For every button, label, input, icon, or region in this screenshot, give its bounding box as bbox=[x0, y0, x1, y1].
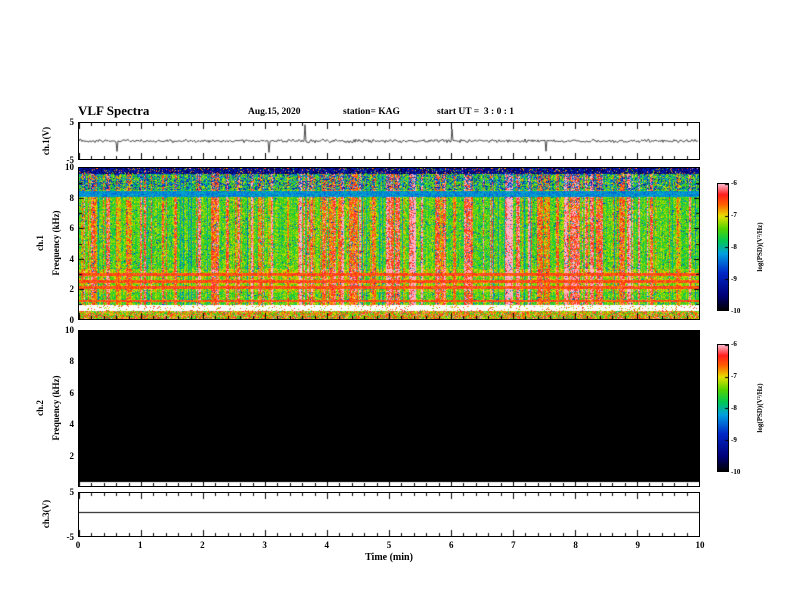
colorbar-1-tick-label: -10 bbox=[731, 307, 741, 315]
x-tick-label: 4 bbox=[324, 540, 330, 550]
colorbar-2-tick-label: -10 bbox=[731, 468, 741, 476]
station-label: station= KAG bbox=[343, 107, 400, 117]
date-label: Aug.15, 2020 bbox=[248, 107, 301, 117]
ch3-waveform-canvas bbox=[79, 493, 699, 536]
x-tick-label: 1 bbox=[137, 540, 143, 550]
ch2-freq-y-tick-label: 10 bbox=[65, 325, 74, 335]
ch2-spectrogram-panel bbox=[78, 330, 700, 487]
ch1-freq-y-tick-label: 8 bbox=[69, 192, 75, 203]
ch2-freq-y-tick-label: 4 bbox=[69, 419, 75, 430]
colorbar-2-tick-label: -7 bbox=[731, 372, 737, 380]
x-tick-label: 6 bbox=[448, 540, 454, 550]
x-tick-label: 8 bbox=[573, 540, 578, 550]
ch1-frequency-axis-label: Frequency (kHz) bbox=[51, 210, 61, 276]
ch3v-axis-label: ch.3(V) bbox=[41, 499, 51, 529]
x-tick-label: 2 bbox=[200, 540, 205, 550]
ch1-freq-y-tick-label: 6 bbox=[69, 223, 75, 234]
ch2-freq-y-tick-label: 2 bbox=[69, 450, 75, 461]
ch1v-axis-label: ch.1(V) bbox=[41, 126, 51, 156]
ch2-spectrogram-canvas bbox=[79, 331, 699, 486]
ch3v-y-tick-label: 5 bbox=[69, 487, 75, 497]
x-axis-label: Time (min) bbox=[365, 552, 413, 563]
plot-title: VLF Spectra bbox=[78, 103, 150, 118]
colorbar-2-label: log(PSD)(V²/Hz) bbox=[756, 383, 764, 433]
colorbar-1-tick-label: -9 bbox=[731, 275, 737, 283]
ch3v-y-tick-label: -5 bbox=[66, 532, 75, 542]
ch2-freq-y-tick-label: 8 bbox=[69, 356, 75, 367]
colorbar-2-tick-label: -8 bbox=[731, 404, 737, 412]
start-ut-label: start UT = 3 : 0 : 1 bbox=[437, 107, 515, 117]
ch1v-y-tick-label: -5 bbox=[66, 155, 75, 165]
ch1-freq-y-tick-label: 2 bbox=[69, 284, 75, 295]
ch1-freq-y-tick-label: 0 bbox=[69, 315, 75, 325]
ch1-group-label: ch.1 bbox=[35, 235, 45, 251]
ch1-freq-y-tick-label: 4 bbox=[69, 253, 75, 264]
colorbar-1-gradient bbox=[718, 184, 728, 310]
colorbar-2-tick-label: -9 bbox=[731, 436, 737, 444]
ch1-waveform-canvas bbox=[79, 123, 699, 159]
ch1v-y-tick-label: 5 bbox=[69, 117, 75, 127]
ch2-freq-y-tick-label: 6 bbox=[69, 387, 75, 398]
ch3-waveform-panel bbox=[78, 492, 700, 537]
x-tick-label: 5 bbox=[386, 540, 392, 550]
x-tick-label: 7 bbox=[511, 540, 516, 550]
ch1-spectrogram-panel bbox=[78, 167, 700, 320]
ch1-spectrogram-canvas bbox=[79, 168, 699, 319]
colorbar-1-label: log(PSD)(V²/Hz) bbox=[756, 222, 764, 272]
colorbar-1 bbox=[717, 183, 729, 311]
x-tick-label: 10 bbox=[695, 540, 705, 550]
colorbar-2 bbox=[717, 344, 729, 472]
colorbar-1-tick-label: -7 bbox=[731, 211, 737, 219]
colorbar-2-tick-label: -6 bbox=[731, 340, 737, 348]
ch2-frequency-axis-label: Frequency (kHz) bbox=[51, 375, 61, 441]
ch1-freq-y-tick-label: 10 bbox=[65, 162, 74, 172]
colorbar-2-gradient bbox=[718, 345, 728, 471]
x-tick-label: 0 bbox=[75, 540, 81, 550]
colorbar-1-tick-label: -8 bbox=[731, 243, 737, 251]
x-tick-label: 3 bbox=[262, 540, 267, 550]
x-tick-label: 9 bbox=[635, 540, 641, 550]
colorbar-1-tick-label: -6 bbox=[731, 179, 737, 187]
ch2-group-label: ch.2 bbox=[35, 400, 45, 416]
ch1-waveform-panel bbox=[78, 122, 700, 160]
